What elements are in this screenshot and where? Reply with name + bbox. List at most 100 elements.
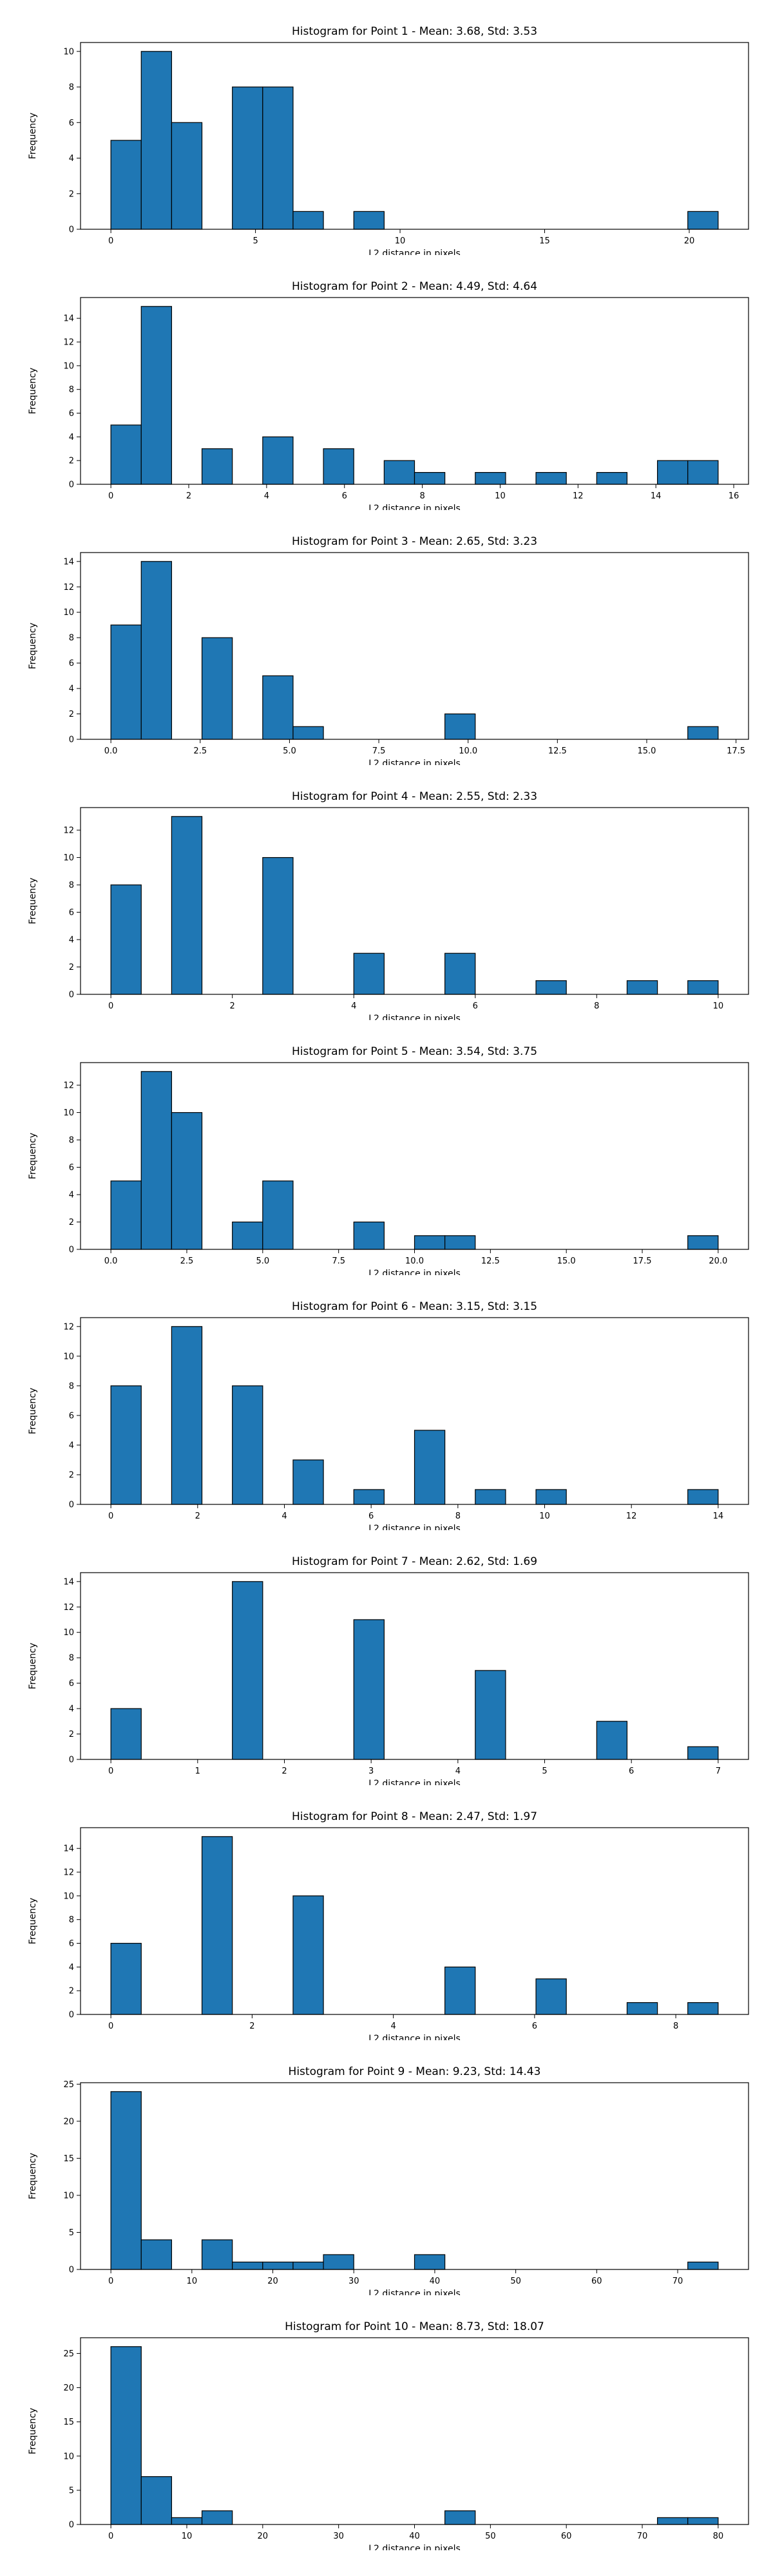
histogram-bar xyxy=(201,637,233,740)
histogram-bar xyxy=(687,2261,719,2270)
histogram-bar xyxy=(687,460,719,485)
histogram-bar xyxy=(444,2510,476,2525)
y-tick-label: 0 xyxy=(69,1245,74,1255)
y-tick-label: 12 xyxy=(63,338,74,348)
x-axis-label: L2 distance in pixels xyxy=(368,2544,461,2550)
y-tick-label: 4 xyxy=(69,154,74,164)
x-tick-label: 2.5 xyxy=(193,746,207,756)
x-tick-label: 6 xyxy=(368,1511,374,1521)
histogram-bar xyxy=(262,675,294,740)
x-tick-label: 6 xyxy=(473,1001,478,1011)
y-tick-label: 8 xyxy=(69,1654,74,1663)
x-tick-label: 0 xyxy=(108,1766,113,1776)
y-tick-label: 15 xyxy=(63,2154,74,2164)
histogram-bar xyxy=(292,726,324,740)
y-tick-label: 2 xyxy=(69,1470,74,1480)
x-tick-label: 10 xyxy=(395,236,406,246)
x-tick-label: 6 xyxy=(342,491,347,501)
x-tick-label: 0 xyxy=(108,236,113,246)
y-tick-label: 8 xyxy=(69,1381,74,1391)
bars xyxy=(110,1836,719,2015)
histogram-bar xyxy=(353,1619,385,1760)
chart-svg: Histogram for Point 10 - Mean: 8.73, Std… xyxy=(28,2320,749,2550)
histogram-bar xyxy=(140,306,173,485)
histogram-bar xyxy=(292,2261,324,2270)
x-tick-label: 20 xyxy=(684,236,695,246)
x-tick-label: 15.0 xyxy=(557,1256,576,1266)
histogram-bar xyxy=(110,1942,142,2015)
x-tick-label: 14 xyxy=(651,491,662,501)
x-tick-label: 15 xyxy=(539,236,550,246)
x-tick-label: 2 xyxy=(230,1001,235,1011)
y-tick-label: 6 xyxy=(69,1679,74,1689)
y-tick-label: 10 xyxy=(63,2452,74,2461)
histogram-bar xyxy=(535,471,567,485)
plot-frame xyxy=(80,807,749,995)
bars xyxy=(110,2091,719,2270)
x-tick-label: 40 xyxy=(430,2277,441,2286)
bars xyxy=(110,1581,719,1760)
histogram-bar xyxy=(475,1489,506,1505)
y-tick-label: 4 xyxy=(69,1191,74,1200)
x-tick-label: 10 xyxy=(713,1001,724,1011)
x-tick-label: 8 xyxy=(594,1001,599,1011)
histogram-bar xyxy=(596,471,628,485)
chart-svg: Histogram for Point 8 - Mean: 2.47, Std:… xyxy=(28,1810,749,2040)
y-tick-label: 0 xyxy=(69,735,74,745)
y-tick-label: 12 xyxy=(63,1603,74,1613)
chart-title: Histogram for Point 1 - Mean: 3.68, Std:… xyxy=(292,25,537,38)
y-axis-label: Frequency xyxy=(28,1898,38,1944)
histogram-bar xyxy=(232,2261,263,2270)
x-tick-label: 6 xyxy=(532,2022,537,2031)
histogram-bar xyxy=(171,816,203,995)
histogram-chart: Histogram for Point 4 - Mean: 2.55, Std:… xyxy=(0,765,773,1020)
x-axis-label: L2 distance in pixels xyxy=(368,759,461,765)
y-tick-label: 2 xyxy=(69,1987,74,1996)
y-tick-label: 0 xyxy=(69,1501,74,1510)
x-tick-label: 0.0 xyxy=(104,1256,118,1266)
histogram-bar xyxy=(140,1071,173,1250)
x-tick-label: 1 xyxy=(195,1766,200,1776)
histogram-bar xyxy=(262,1180,294,1250)
histogram-bar xyxy=(687,980,719,995)
histogram-bar xyxy=(353,1221,385,1250)
histogram-chart: Histogram for Point 9 - Mean: 9.23, Std:… xyxy=(0,2040,773,2295)
y-axis-label: Frequency xyxy=(28,2153,38,2199)
x-tick-label: 2 xyxy=(282,1766,287,1776)
y-tick-label: 6 xyxy=(69,1939,74,1949)
y-tick-label: 0 xyxy=(69,2011,74,2020)
x-tick-label: 40 xyxy=(409,2532,420,2541)
y-tick-label: 0 xyxy=(69,2266,74,2275)
y-tick-label: 4 xyxy=(69,1963,74,1973)
y-tick-label: 25 xyxy=(63,2080,74,2090)
bars xyxy=(110,816,719,995)
y-axis-label: Frequency xyxy=(28,2408,38,2454)
y-tick-label: 20 xyxy=(63,2383,74,2393)
x-tick-label: 4 xyxy=(282,1511,287,1521)
x-tick-label: 0 xyxy=(108,2277,113,2286)
y-axis-label: Frequency xyxy=(28,1643,38,1689)
histogram-bar xyxy=(535,980,567,995)
x-tick-label: 8 xyxy=(455,1511,461,1521)
y-axis-label: Frequency xyxy=(28,1388,38,1434)
y-tick-label: 4 xyxy=(69,433,74,442)
y-tick-label: 14 xyxy=(63,1844,74,1854)
x-tick-label: 30 xyxy=(333,2532,344,2541)
chart-svg: Histogram for Point 2 - Mean: 4.49, Std:… xyxy=(28,280,749,510)
x-tick-label: 4 xyxy=(455,1766,461,1776)
x-axis-label: L2 distance in pixels xyxy=(368,249,461,255)
x-tick-label: 70 xyxy=(673,2277,683,2286)
histogram-bar xyxy=(687,2002,719,2015)
x-tick-label: 80 xyxy=(713,2532,724,2541)
histogram-bar xyxy=(201,448,233,485)
chart-title: Histogram for Point 9 - Mean: 9.23, Std:… xyxy=(289,2065,541,2078)
histogram-chart: Histogram for Point 10 - Mean: 8.73, Std… xyxy=(0,2295,773,2550)
histogram-bar xyxy=(444,1966,476,2015)
x-tick-label: 4 xyxy=(264,491,269,501)
histogram-bar xyxy=(171,1112,203,1250)
y-tick-label: 0 xyxy=(69,990,74,1000)
chart-title: Histogram for Point 4 - Mean: 2.55, Std:… xyxy=(292,790,537,803)
plot-frame xyxy=(80,1827,749,2015)
chart-title: Histogram for Point 10 - Mean: 8.73, Std… xyxy=(285,2320,544,2333)
x-tick-label: 7.5 xyxy=(372,746,386,756)
